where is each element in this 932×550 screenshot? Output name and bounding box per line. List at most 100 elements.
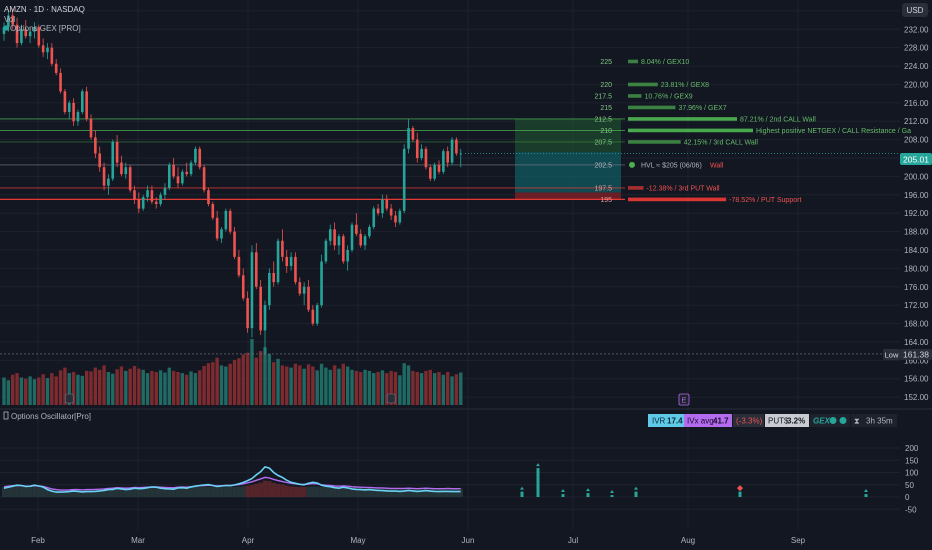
oscillator-hist-bar <box>445 488 450 497</box>
candle-body <box>355 224 358 234</box>
volume-bar <box>128 368 132 405</box>
put-value: 3.2% <box>787 417 805 426</box>
candle-body <box>107 178 110 186</box>
change-value: (-3.3%) <box>736 417 763 426</box>
oscillator-hist-bar <box>175 487 181 497</box>
volume-bar <box>450 376 454 405</box>
volume-bar <box>380 370 385 405</box>
currency-button[interactable]: USD <box>902 3 928 17</box>
oscillator-hist-bar <box>132 487 137 497</box>
volume-bar <box>58 370 63 405</box>
candle-body <box>185 171 188 175</box>
gex-label: GEX <box>813 417 831 426</box>
oscillator-title[interactable]: Options Oscillator[Pro] <box>11 412 91 421</box>
oscillator-hist-bar <box>193 487 198 497</box>
candle-body <box>211 204 215 218</box>
change-badge: (-3.3%) <box>733 414 764 427</box>
volume-bar <box>11 374 15 405</box>
oscillator-hist-bar <box>358 487 363 497</box>
symbol-title[interactable]: AMZN · 1D · NASDAQ <box>4 5 85 14</box>
oscillator-hist-bar <box>267 481 272 497</box>
oscillator-axis[interactable]: 200 150 100 50 0 -50 <box>905 444 919 514</box>
candle-body <box>159 194 162 204</box>
oscillator-hist-bar <box>119 487 124 497</box>
candle-body <box>168 164 171 188</box>
volume-bar <box>185 374 189 405</box>
candle-body <box>141 197 145 209</box>
oscillator-legend: Options Oscillator[Pro] <box>3 411 91 421</box>
price-tick-label: 216.00 <box>904 99 929 108</box>
volume-label[interactable]: Vol <box>4 15 15 24</box>
gex-bar <box>628 117 738 121</box>
candle-body <box>76 112 80 122</box>
volume-bar <box>367 370 372 405</box>
oscillator-hist-bar <box>301 487 307 497</box>
oscillator-hist-bar <box>228 487 233 497</box>
volume-bar <box>124 370 128 405</box>
candle-body <box>54 63 58 73</box>
oscillator-signal-bar <box>586 493 590 497</box>
volume-bar <box>302 368 306 405</box>
gex-level-label: -12.38% / 3rd PUT Wall <box>646 185 720 192</box>
volume-bar <box>198 370 202 405</box>
oscillator-hist-bar <box>180 487 185 497</box>
ivr-label: IVR <box>652 417 666 426</box>
oscillator-hist-bar <box>101 488 107 497</box>
volume-bar <box>372 373 376 405</box>
oscillator-hist-bar <box>375 487 381 497</box>
candle-body <box>46 47 49 53</box>
candle-body <box>224 210 228 230</box>
event-marker[interactable]: E <box>678 393 690 406</box>
gex-level-label: 87.21% / 2nd CALL Wall <box>740 116 816 123</box>
oscillator-hist-bar <box>32 486 37 497</box>
time-tick-label: Jul <box>568 536 578 545</box>
signal-arrow-icon <box>561 489 565 493</box>
volume-bar <box>132 365 137 405</box>
oscillator-hist-bar <box>371 487 376 497</box>
candle-body <box>207 190 210 204</box>
oscillator-hist-bar <box>106 488 111 497</box>
price-tick-label: 232.00 <box>904 25 929 34</box>
volume-bar <box>254 357 258 405</box>
price-tick-label: 196.00 <box>904 191 929 200</box>
oscillator-hist-bar <box>275 483 281 497</box>
signal-arrow-icon <box>586 488 590 492</box>
candle-body <box>415 139 419 159</box>
volume-bar <box>54 376 58 405</box>
candle-body <box>202 167 206 191</box>
price-tick-label: 200.00 <box>904 172 929 181</box>
oscillator-hist-bar <box>341 487 346 497</box>
low-price-tag: Low 161.38 <box>883 349 932 360</box>
price-tick-label: 228.00 <box>904 44 929 53</box>
candle-body <box>181 171 184 184</box>
candle-body <box>220 229 223 239</box>
volume-bar <box>272 362 276 405</box>
oscillator-hist-bar <box>23 487 28 497</box>
gex-indicator-label[interactable]: Options GEX [PRO] <box>10 24 81 33</box>
volume-bar <box>415 372 419 405</box>
candle-body <box>172 164 175 177</box>
gex-level-label: 8.04% / GEX10 <box>641 59 689 66</box>
candle-body <box>442 151 445 172</box>
price-tick-label: 212.00 <box>904 117 929 126</box>
oscillator-hist-bar <box>127 487 133 497</box>
oscillator-hist-bar <box>141 487 146 497</box>
candle-body <box>115 141 119 163</box>
put-label: PUT$ <box>768 417 789 426</box>
volume-bar <box>363 369 367 405</box>
oscillator-hist-bar <box>84 489 89 497</box>
volume-bar <box>80 375 84 405</box>
candle-body <box>124 167 128 175</box>
volume-bar <box>245 352 250 405</box>
oscillator-signal-bar <box>561 494 565 497</box>
candle-body <box>315 305 319 324</box>
event-marker-label: E <box>681 396 686 405</box>
volume-bar <box>24 378 28 405</box>
candle-body <box>368 226 371 237</box>
oscillator-hist-bar <box>254 483 259 497</box>
candle-body <box>437 164 441 172</box>
dividend-marker-icon <box>64 393 74 404</box>
volume-bar <box>84 370 89 405</box>
time-axis[interactable]: Feb Mar Apr May Jun Jul Aug Sep <box>31 536 806 545</box>
